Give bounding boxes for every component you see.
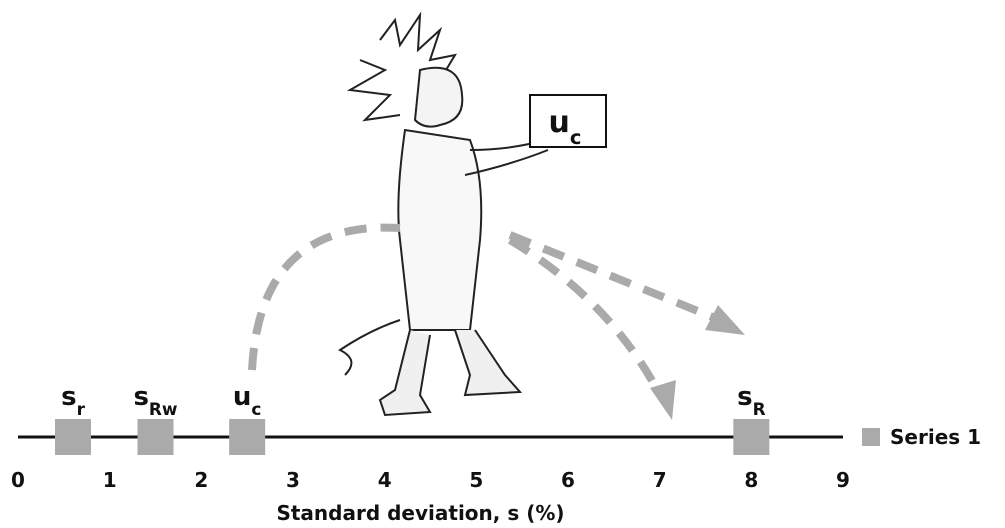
x-tick-label: 0 <box>11 468 25 492</box>
point-label-main: s <box>133 382 148 412</box>
point-label-main: u <box>233 382 252 412</box>
arrowheads <box>650 305 745 420</box>
point-label-sub: r <box>77 399 86 419</box>
chart: 0123456789Standard deviation, s (%)srsRw… <box>0 0 1005 528</box>
point <box>733 419 769 455</box>
x-tick-label: 8 <box>744 468 758 492</box>
point <box>138 419 174 455</box>
x-tick-label: 6 <box>561 468 575 492</box>
legend-swatch <box>862 428 880 446</box>
x-tick-label: 7 <box>653 468 667 492</box>
annotation-sub: c <box>570 126 582 149</box>
point <box>229 419 265 455</box>
x-tick-label: 1 <box>103 468 117 492</box>
x-tick-label: 4 <box>378 468 392 492</box>
x-axis-title: Standard deviation, s (%) <box>276 501 564 525</box>
x-tick-label: 5 <box>469 468 483 492</box>
x-tick-label: 2 <box>194 468 208 492</box>
point-label: sr <box>61 382 85 419</box>
illustration <box>340 15 548 415</box>
point-label-main: s <box>61 382 76 412</box>
x-tick-label: 3 <box>286 468 300 492</box>
point-label: uc <box>233 382 262 419</box>
x-tick-label: 9 <box>836 468 850 492</box>
annotation-main: u <box>549 105 570 140</box>
point-label: sR <box>737 382 766 419</box>
point-label-main: s <box>737 382 752 412</box>
point-label-sub: c <box>251 399 261 419</box>
point <box>55 419 91 455</box>
point-label-sub: R <box>753 399 766 419</box>
point-label: sRw <box>133 382 177 419</box>
point-label-sub: Rw <box>149 399 178 419</box>
legend-label: Series 1 <box>890 425 981 449</box>
